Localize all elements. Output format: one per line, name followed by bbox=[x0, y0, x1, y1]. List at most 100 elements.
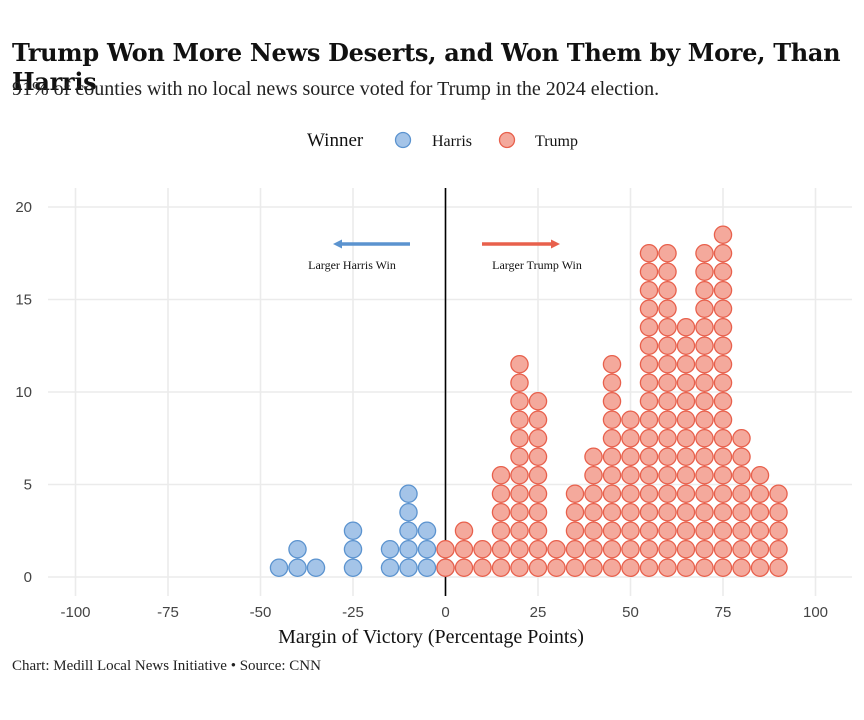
trump-dot bbox=[713, 391, 733, 411]
trump-dot bbox=[658, 299, 677, 318]
trump-dot bbox=[436, 558, 455, 578]
trump-dot bbox=[528, 410, 548, 429]
chart-caption: Chart: Medill Local News Initiative • So… bbox=[12, 658, 321, 674]
harris-dot bbox=[417, 521, 437, 541]
trump-dot bbox=[639, 336, 659, 355]
trump-dot bbox=[528, 502, 548, 522]
trump-dot bbox=[621, 428, 640, 448]
legend: Winner Harris Trump bbox=[307, 130, 578, 151]
harris-dot bbox=[399, 521, 418, 541]
trump-dot bbox=[639, 317, 659, 337]
harris-dot bbox=[380, 540, 400, 559]
trump-dot bbox=[713, 484, 733, 503]
trump-dot bbox=[621, 521, 640, 541]
trump-dot bbox=[621, 484, 640, 503]
harris-dot bbox=[399, 484, 418, 503]
trump-dot bbox=[621, 540, 640, 559]
trump-dot bbox=[639, 502, 659, 522]
trump-dot bbox=[750, 521, 770, 541]
trump-dot bbox=[713, 428, 733, 448]
trump-dot bbox=[713, 336, 733, 355]
trump-dot bbox=[658, 354, 677, 374]
trump-dot bbox=[639, 280, 659, 300]
harris-annotation-label: Larger Harris Win bbox=[308, 258, 396, 272]
trump-dot bbox=[713, 317, 733, 337]
trump-dot bbox=[602, 410, 622, 429]
trump-dot bbox=[676, 354, 696, 374]
trump-dot bbox=[584, 502, 603, 522]
trump-dot bbox=[510, 410, 529, 429]
trump-dot bbox=[713, 540, 733, 559]
harris-dot bbox=[380, 558, 400, 578]
trump-dot bbox=[621, 558, 640, 578]
trump-dot bbox=[639, 447, 659, 466]
trump-dot bbox=[602, 540, 622, 559]
trump-dot bbox=[676, 391, 696, 411]
trump-dot bbox=[547, 558, 566, 578]
trump-dot bbox=[658, 558, 677, 578]
trump-dot bbox=[695, 354, 714, 374]
trump-dot bbox=[510, 428, 529, 448]
trump-dot bbox=[695, 447, 714, 466]
trump-dot bbox=[584, 465, 603, 485]
trump-dot bbox=[695, 280, 714, 300]
y-tick-label: 15 bbox=[15, 292, 32, 309]
trump-dot bbox=[732, 521, 751, 541]
trump-dot bbox=[602, 447, 622, 466]
trump-dot bbox=[713, 354, 733, 374]
y-tick-label: 10 bbox=[15, 384, 32, 401]
trump-dot bbox=[584, 540, 603, 559]
trump-dot bbox=[658, 502, 677, 522]
harris-dot bbox=[306, 558, 326, 578]
trump-dot bbox=[695, 373, 714, 392]
trump-dot bbox=[676, 373, 696, 392]
trump-dot bbox=[695, 317, 714, 337]
trump-dot bbox=[713, 225, 733, 244]
x-tick-label: -100 bbox=[60, 604, 90, 621]
trump-dot bbox=[658, 317, 677, 337]
trump-dot bbox=[658, 428, 677, 448]
x-tick-label: -25 bbox=[342, 604, 364, 621]
trump-dot bbox=[695, 336, 714, 355]
chart-subtitle: 91% of counties with no local news sourc… bbox=[12, 78, 660, 100]
trump-dot bbox=[584, 484, 603, 503]
trump-dot bbox=[676, 465, 696, 485]
trump-dot bbox=[713, 502, 733, 522]
trump-dot bbox=[695, 428, 714, 448]
trump-dot bbox=[639, 540, 659, 559]
trump-dot bbox=[658, 447, 677, 466]
chart-title: Trump Won More News Deserts, and Won The… bbox=[12, 38, 841, 96]
trump-dot bbox=[695, 540, 714, 559]
trump-dot bbox=[713, 280, 733, 300]
trump-dot bbox=[565, 502, 585, 522]
harris-dot bbox=[399, 540, 418, 559]
trump-dot bbox=[565, 484, 585, 503]
trump-dot bbox=[436, 540, 455, 559]
trump-dot bbox=[658, 280, 677, 300]
trump-dot bbox=[639, 354, 659, 374]
harris-dot bbox=[417, 540, 437, 559]
trump-dot bbox=[713, 373, 733, 392]
trump-dot bbox=[695, 262, 714, 281]
trump-dot bbox=[602, 354, 622, 374]
x-tick-label: -75 bbox=[157, 604, 179, 621]
harris-dot bbox=[343, 540, 363, 559]
trump-dot bbox=[528, 540, 548, 559]
trump-dot bbox=[732, 447, 751, 466]
trump-dot bbox=[473, 558, 492, 578]
trump-dot bbox=[528, 465, 548, 485]
trump-dot bbox=[713, 447, 733, 466]
legend-trump-swatch bbox=[498, 131, 516, 149]
trump-dot bbox=[750, 502, 770, 522]
trump-dot bbox=[639, 465, 659, 485]
trump-dot bbox=[769, 558, 788, 578]
trump-dot bbox=[510, 373, 529, 392]
trump-dot bbox=[528, 391, 548, 411]
trump-dot bbox=[491, 484, 511, 503]
trump-dot bbox=[732, 428, 751, 448]
trump-dot bbox=[639, 558, 659, 578]
trump-dot bbox=[639, 243, 659, 263]
harris-dot bbox=[288, 558, 307, 578]
trump-dot bbox=[565, 540, 585, 559]
